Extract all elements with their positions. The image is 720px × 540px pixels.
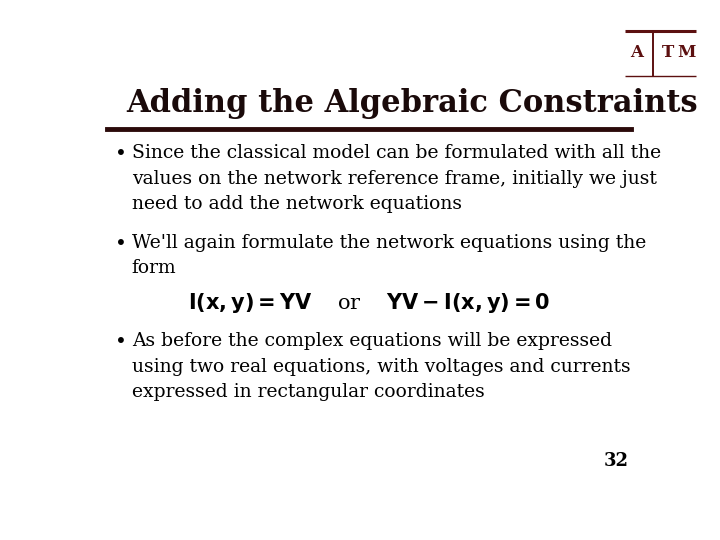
Text: We'll again formulate the network equations using the: We'll again formulate the network equati… — [132, 234, 646, 252]
Text: expressed in rectangular coordinates: expressed in rectangular coordinates — [132, 383, 485, 401]
Text: •: • — [114, 144, 127, 163]
Text: using two real equations, with voltages and currents: using two real equations, with voltages … — [132, 357, 631, 375]
Text: need to add the network equations: need to add the network equations — [132, 195, 462, 213]
Text: •: • — [114, 332, 127, 351]
Text: Since the classical model can be formulated with all the: Since the classical model can be formula… — [132, 144, 661, 162]
Text: T: T — [662, 44, 675, 61]
Text: As before the complex equations will be expressed: As before the complex equations will be … — [132, 332, 612, 350]
Text: A: A — [630, 44, 643, 61]
Text: values on the network reference frame, initially we just: values on the network reference frame, i… — [132, 170, 657, 187]
Text: M: M — [677, 44, 696, 61]
Text: •: • — [114, 234, 127, 253]
Text: form: form — [132, 259, 176, 278]
Text: Adding the Algebraic Constraints: Adding the Algebraic Constraints — [126, 87, 698, 119]
Text: $\mathbf{I(x, y) = YV}$    or    $\mathbf{YV - I(x, y) = 0}$: $\mathbf{I(x, y) = YV}$ or $\mathbf{YV -… — [188, 292, 550, 315]
Text: 32: 32 — [603, 452, 629, 470]
